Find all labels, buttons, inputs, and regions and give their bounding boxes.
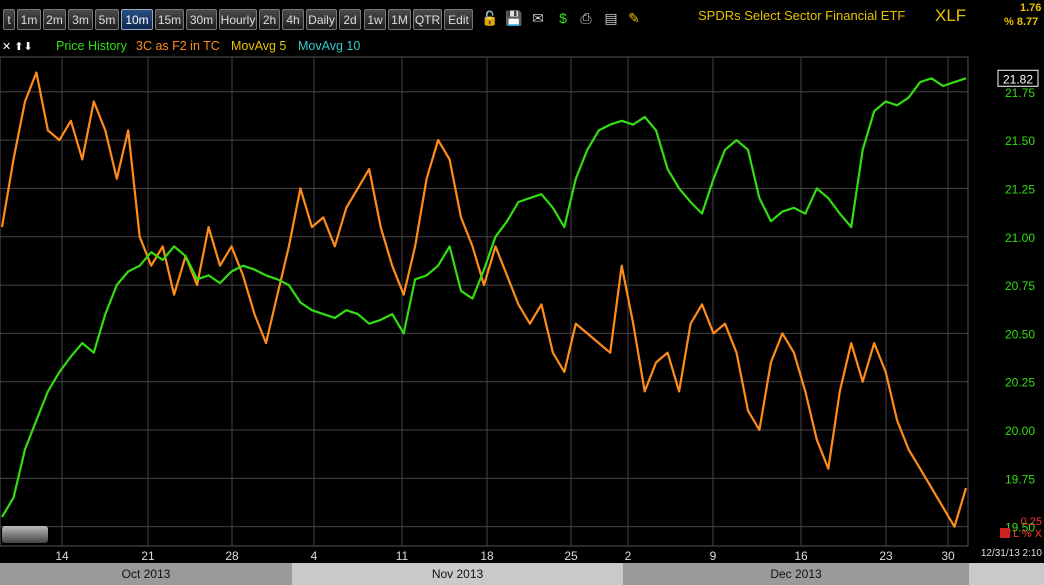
- toolbar-button-1m[interactable]: 1m: [17, 9, 41, 30]
- indicator-value-label: 0.25: [1021, 516, 1042, 528]
- last-price-label: 21.82: [1003, 72, 1033, 86]
- lock-icon[interactable]: 🔓: [481, 10, 499, 26]
- print-icon[interactable]: ⎙: [580, 10, 592, 26]
- y-tick-label: 20.75: [1005, 279, 1035, 293]
- y-tick-label: 19.50: [1005, 521, 1035, 535]
- alert-icon[interactable]: [1000, 528, 1010, 538]
- toolbar-button-2h[interactable]: 2h: [259, 9, 280, 30]
- x-tick-label: 16: [794, 549, 808, 563]
- toolbar-button-qtr[interactable]: QTR: [413, 9, 442, 30]
- save-icon[interactable]: 💾: [505, 10, 523, 26]
- pencil-icon[interactable]: ✎: [628, 10, 640, 26]
- y-tick-label: 19.75: [1005, 472, 1035, 486]
- ticker-symbol: XLF: [935, 6, 967, 25]
- plot-area[interactable]: [0, 56, 969, 547]
- toolbar-button-10m[interactable]: 10m: [121, 9, 153, 30]
- toolbar-button-2m[interactable]: 2m: [43, 9, 66, 30]
- month-oct-2013: Oct 2013: [0, 563, 292, 585]
- y-tick-label: 21.50: [1005, 134, 1035, 148]
- toolbar-button-t[interactable]: t: [3, 9, 15, 30]
- x-tick-label: 30: [941, 549, 955, 563]
- chart-scroll-handle[interactable]: [2, 526, 48, 543]
- month-bar: Oct 2013 Nov 2013 Dec 2013: [0, 563, 1044, 585]
- toolbar: t 1m 2m 3m 5m 10m 15m 30m Hourly 2h 4h Daily 2d 1w 1M Q…: [0, 0, 1044, 36]
- toolbar-button-4h[interactable]: 4h: [282, 9, 304, 30]
- x-tick-label: 28: [225, 549, 239, 563]
- x-tick-label: 18: [480, 549, 494, 563]
- x-tick-label: 23: [879, 549, 893, 563]
- x-tick-label: 4: [311, 549, 318, 563]
- y-tick-label: 20.50: [1005, 327, 1035, 341]
- window-icon[interactable]: ▤: [604, 10, 618, 26]
- month-dec-2013: Dec 2013: [623, 563, 969, 585]
- x-tick-label: 14: [55, 549, 69, 563]
- toolbar-button-5m[interactable]: 5m: [95, 9, 119, 30]
- indicator-tools[interactable]: L % X: [1013, 528, 1043, 540]
- x-tick-label: 9: [710, 549, 717, 563]
- toolbar-button-15m[interactable]: 15m: [155, 9, 184, 30]
- toolbar-button-edit[interactable]: Edit: [444, 9, 473, 30]
- last-price-box: [997, 69, 1039, 87]
- percent-change: % 8.77: [1004, 16, 1039, 28]
- toolbar-button-3m[interactable]: 3m: [68, 9, 93, 30]
- toolbar-button-1w[interactable]: 1w: [364, 9, 386, 30]
- y-tick-label: 21.25: [1005, 182, 1035, 196]
- legend-controls-icon[interactable]: ✕ ⬆⬇: [2, 41, 33, 53]
- legend-movavg-10[interactable]: MovAvg 10: [298, 39, 361, 53]
- series-price-history-line: [1, 77, 967, 518]
- price-chart[interactable]: 21.7521.5021.2521.0020.7520.5020.2520.00…: [0, 0, 1044, 563]
- y-tick-label: 21.00: [1005, 231, 1035, 245]
- month-bar-end: [969, 563, 1044, 585]
- security-title: SPDRs Select Sector Financial ETF: [698, 8, 906, 23]
- toolbar-button-1m[interactable]: 1M: [388, 9, 411, 30]
- price-change: 1.76: [1020, 2, 1042, 14]
- x-tick-label: 25: [564, 549, 578, 563]
- legend-movavg-5[interactable]: MovAvg 5: [231, 39, 287, 53]
- x-tick-label: 2: [625, 549, 632, 563]
- dollar-icon[interactable]: $: [559, 10, 567, 26]
- email-icon[interactable]: ✉: [532, 10, 544, 26]
- y-tick-label: 21.75: [1005, 86, 1035, 100]
- x-tick-label: 11: [396, 549, 409, 563]
- y-tick-label: 20.00: [1005, 424, 1035, 438]
- timestamp-label: 12/31/13 2:10: [981, 548, 1043, 559]
- month-nov-2013: Nov 2013: [292, 563, 623, 585]
- y-tick-label: 20.25: [1005, 376, 1035, 390]
- toolbar-button-hourly[interactable]: Hourly: [219, 9, 257, 30]
- legend-price-history[interactable]: Price History: [56, 39, 127, 53]
- toolbar-button-daily[interactable]: Daily: [306, 9, 337, 30]
- toolbar-button-30m[interactable]: 30m: [186, 9, 217, 30]
- legend-3c-indicator[interactable]: 3C as F2 in TC: [136, 39, 220, 53]
- series-3c-indicator-line: [0, 71, 968, 528]
- x-tick-label: 21: [141, 549, 155, 563]
- toolbar-button-2d[interactable]: 2d: [339, 9, 361, 30]
